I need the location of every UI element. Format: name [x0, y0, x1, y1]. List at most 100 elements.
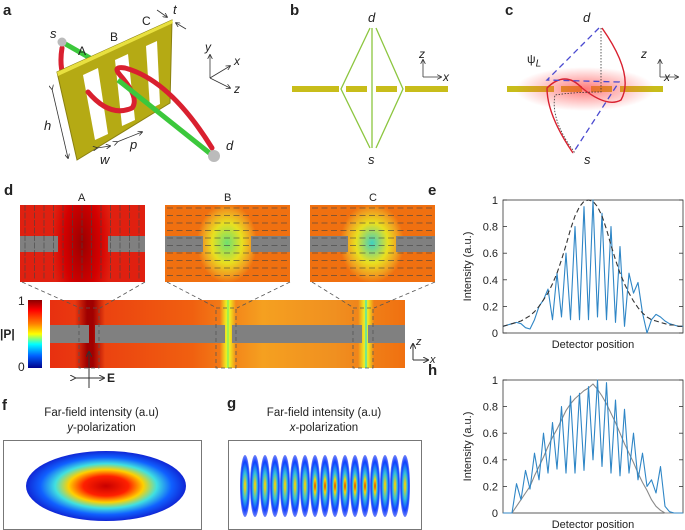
y-tick-label: 0.8 [483, 222, 498, 234]
fringe [320, 455, 330, 517]
source-sphere [57, 37, 67, 47]
fringe [240, 455, 250, 517]
chart-h: 0 0.2 0.4 0.6 0.8 1 Intensity (a.u.) Detector p… [462, 375, 684, 530]
label-B: B [110, 30, 119, 44]
panel-label-e: e [428, 182, 437, 199]
label-d: d [368, 10, 376, 25]
label-p: p [130, 137, 138, 152]
fringe [260, 455, 270, 517]
fringe [390, 455, 400, 517]
panel-c-schematic [507, 27, 685, 154]
colorbar [28, 300, 42, 368]
plot-frame [502, 379, 684, 514]
dotted-path [553, 28, 602, 154]
fringe [330, 455, 340, 517]
green-path-behind [60, 39, 92, 61]
psi-L-label: ψL [527, 52, 541, 69]
inset-B-field [165, 205, 290, 282]
y-tick-label: 0.4 [483, 455, 498, 467]
fringe [290, 455, 300, 517]
far-field-y-image [3, 440, 202, 530]
panel-label-f: f [2, 397, 7, 414]
y-tick-label: 0.4 [483, 275, 498, 287]
axis-label-x: x [430, 354, 436, 366]
psi-subscript: L [535, 58, 542, 70]
fringe [310, 455, 320, 517]
polarization-text: -polarization [73, 422, 136, 434]
inset-A-field [20, 205, 145, 282]
label-h: h [44, 118, 52, 133]
axis-label-z: z [234, 82, 240, 96]
colorbar-max: 1 [18, 294, 25, 308]
y-axis-label: Intensity (a.u.) [462, 412, 474, 482]
y-tick-label: 0.2 [483, 301, 498, 313]
colorbar-label: |P| [0, 327, 15, 341]
label-s: s [368, 152, 375, 167]
label-d: d [226, 138, 234, 153]
fringe [250, 455, 260, 517]
label-s: s [584, 152, 591, 167]
fringe [370, 455, 380, 517]
panel-label-b: b [290, 2, 300, 19]
fringe [360, 455, 370, 517]
y-tick-label: 0.8 [483, 402, 498, 414]
series-line-0 [503, 383, 683, 514]
polarization-text: -polarization [295, 422, 359, 434]
polarization-vector-overlay [24, 205, 432, 279]
slit-C [146, 41, 160, 109]
title-line1: Far-field intensity (a.u) [266, 407, 382, 419]
title-line2: x-polarization [228, 421, 420, 436]
label-C: C [142, 14, 151, 28]
panel-label-a: a [3, 2, 12, 19]
axis-label-y: y [205, 40, 211, 54]
green-path [116, 78, 214, 157]
series-line-1 [502, 199, 683, 327]
polarization-axis: x [289, 422, 296, 434]
panel-f-title: Far-field intensity (a.u) y-polarization [3, 406, 200, 436]
title-line2: y-polarization [3, 421, 200, 436]
panel-label-g: g [227, 395, 237, 412]
panel-label-h: h [428, 362, 438, 379]
y-tick-label: 0 [492, 508, 498, 520]
polarization-axis: y [67, 422, 74, 434]
label-w: w [100, 152, 110, 167]
y-tick-label: 0 [492, 328, 498, 340]
inset-label-A: A [78, 192, 86, 204]
x-axis-label: Detector position [552, 519, 635, 530]
inset-label-B: B [224, 192, 232, 204]
colorbar-min: 0 [18, 360, 25, 374]
h-dimension [52, 89, 68, 158]
field-strip [50, 300, 405, 368]
series-line-1 [503, 379, 683, 514]
label-A: A [78, 44, 87, 58]
axis-label-z: z [641, 47, 647, 61]
chart-e: 0 0.2 0.4 0.6 0.8 1 Intensity (a.u.) Detector p… [462, 195, 684, 351]
y-tick-label: 0.6 [483, 428, 498, 440]
plot-frame [502, 199, 684, 334]
fringe [400, 455, 410, 517]
label-t: t [173, 2, 177, 17]
red-path [85, 65, 215, 151]
inset-label-C: C [369, 192, 377, 204]
y-tick-label: 0.6 [483, 248, 498, 260]
axis-label-z: z [416, 336, 422, 348]
panel-b-schematic [292, 27, 448, 149]
psi: ψ [527, 52, 536, 66]
detector-sphere [208, 150, 220, 162]
fringe [380, 455, 390, 517]
axis-label-x: x [234, 54, 240, 68]
panel-a-schematic [0, 9, 280, 162]
label-s: s [50, 26, 57, 41]
fringe [300, 455, 310, 517]
axis-label-x: x [664, 70, 670, 84]
y-tick-label: 1 [492, 195, 498, 207]
axis-label-x: x [443, 70, 449, 84]
panel-label-d: d [4, 182, 14, 199]
y-tick-label: 0.2 [483, 481, 498, 493]
panel-label-c: c [505, 2, 514, 19]
field-E-label: E [107, 371, 116, 385]
fringe [280, 455, 290, 517]
far-field-x-image [228, 440, 422, 530]
fringe [350, 455, 360, 517]
